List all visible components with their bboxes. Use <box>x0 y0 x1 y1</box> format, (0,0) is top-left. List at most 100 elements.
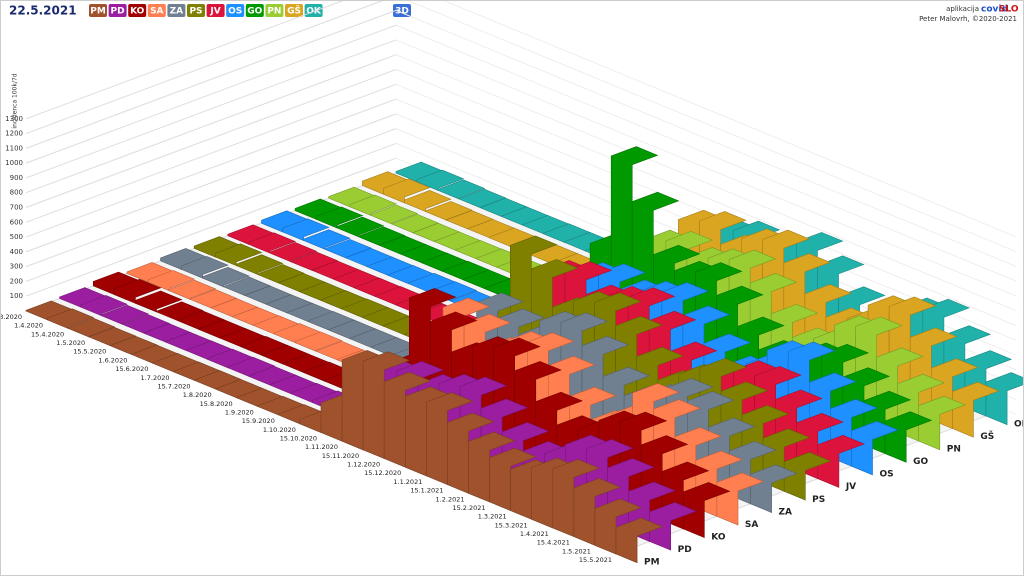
bar <box>750 464 798 513</box>
legend-button[interactable] <box>285 4 303 17</box>
y-tick-label: 400 <box>10 248 23 256</box>
legend-label: PS <box>189 7 202 17</box>
legend-button[interactable] <box>304 4 323 17</box>
bar <box>615 517 664 564</box>
x-tick-label: 15.11.2020 <box>322 452 359 460</box>
grid-line <box>395 54 1017 312</box>
x-tick-label: 15.5.2020 <box>73 348 106 356</box>
grid-line <box>25 54 397 194</box>
grid-line <box>25 128 397 268</box>
x-tick-label: 1.7.2020 <box>141 374 170 382</box>
region-label: GO <box>913 457 928 467</box>
brand: SLO <box>999 5 1019 15</box>
x-tick-label: 1.9.2020 <box>225 408 254 416</box>
x-tick-label: 1.8.2020 <box>183 391 212 399</box>
app-label: aplikacija <box>946 5 979 13</box>
x-tick-label: 15.2.2021 <box>452 504 485 512</box>
brand: covid <box>981 5 1008 15</box>
grid-line <box>25 98 397 238</box>
region-label: PM <box>644 558 660 568</box>
legend-button[interactable] <box>108 4 127 17</box>
legend-button[interactable] <box>245 4 264 17</box>
x-tick-label: 15.12.2020 <box>364 469 401 477</box>
grid-line <box>395 69 1017 326</box>
bar <box>918 395 966 451</box>
x-tick-label: 15.9.2020 <box>242 417 275 425</box>
legend-label: OS <box>228 7 242 17</box>
grid-line <box>25 69 397 208</box>
legend-label: GŠ <box>287 5 301 17</box>
view-button-label: 3D <box>395 7 409 17</box>
y-tick-label: 1100 <box>5 144 23 152</box>
bar <box>985 372 1023 426</box>
x-tick-label: 15.10.2020 <box>280 435 317 443</box>
grid-line <box>407 1 1017 253</box>
legend-button[interactable] <box>128 4 147 17</box>
region-label: PD <box>678 545 692 555</box>
legend-button[interactable] <box>265 4 284 17</box>
region-label: PS <box>812 495 825 505</box>
y-tick-label: 100 <box>10 292 23 300</box>
grid-line <box>395 39 1017 297</box>
x-tick-label: 15.5.2021 <box>579 556 612 564</box>
legend-button[interactable] <box>206 4 225 17</box>
grid-line <box>25 1 383 135</box>
x-tick-label: 15.4.2020 <box>31 330 64 338</box>
x-tick-label: 15.7.2020 <box>157 382 190 390</box>
legend-label: KO <box>130 7 145 17</box>
region-label: KO <box>711 532 726 542</box>
y-tick-label: 900 <box>10 174 23 182</box>
region-label: OK <box>1014 420 1024 430</box>
x-tick-label: 1.1.2021 <box>393 478 422 486</box>
grid-line <box>443 1 1017 238</box>
region-label: PN <box>947 445 961 455</box>
y-axis-label: incidenca 100k/7d <box>12 73 19 128</box>
y-tick-label: 800 <box>10 189 23 197</box>
grid-line <box>25 113 397 253</box>
y-tick-label: 1000 <box>5 159 23 167</box>
legend-button[interactable] <box>226 4 245 17</box>
y-tick-label: 300 <box>10 263 23 271</box>
legend-label: PN <box>267 7 281 17</box>
x-tick-label: 1.10.2020 <box>263 426 296 434</box>
x-tick-label: 1.6.2020 <box>98 356 127 364</box>
legend-button[interactable] <box>89 4 107 17</box>
region-label: SA <box>745 520 758 530</box>
bar <box>817 434 865 488</box>
legend-label: PM <box>90 7 106 17</box>
y-tick-label: 600 <box>10 218 23 226</box>
x-tick-label: 1.11.2020 <box>305 443 338 451</box>
grid-line <box>25 157 397 297</box>
view-button[interactable] <box>393 4 411 17</box>
grid-line <box>25 1 344 120</box>
legend-label: GO <box>247 7 262 17</box>
bar <box>884 411 933 463</box>
grid-line <box>25 39 397 179</box>
x-tick-label: 1.4.2020 <box>14 322 43 330</box>
y-tick-label: 200 <box>10 277 23 285</box>
bar <box>851 420 899 476</box>
x-tick-label: 1.5.2020 <box>56 339 85 347</box>
grid-line <box>25 142 397 282</box>
legend-label: JV <box>209 7 220 17</box>
legend-label: SA <box>150 7 163 17</box>
y-tick-label: 700 <box>10 204 23 212</box>
region-label: OS <box>879 470 893 480</box>
x-tick-label: 15.1.2021 <box>410 487 443 495</box>
x-tick-label: 15.6.2020 <box>115 365 148 373</box>
bar <box>783 451 832 501</box>
date-title: 22.5.2021 <box>9 4 77 18</box>
x-tick-label: 1.3.2021 <box>478 513 507 521</box>
x-tick-label: 1.2.2021 <box>436 495 465 503</box>
grid-line <box>395 24 1017 282</box>
bar <box>682 482 731 539</box>
legend-button[interactable] <box>167 4 186 17</box>
legend-button[interactable] <box>187 4 205 17</box>
region-label: GŠ <box>980 430 994 442</box>
legend-button[interactable] <box>147 4 166 17</box>
x-tick-label: 15.4.2021 <box>537 539 570 547</box>
x-tick-label: 15.8.2020 <box>200 400 233 408</box>
x-tick-label: 15.3.2021 <box>495 521 528 529</box>
grid-line <box>25 83 397 223</box>
y-tick-label: 1300 <box>5 115 23 123</box>
